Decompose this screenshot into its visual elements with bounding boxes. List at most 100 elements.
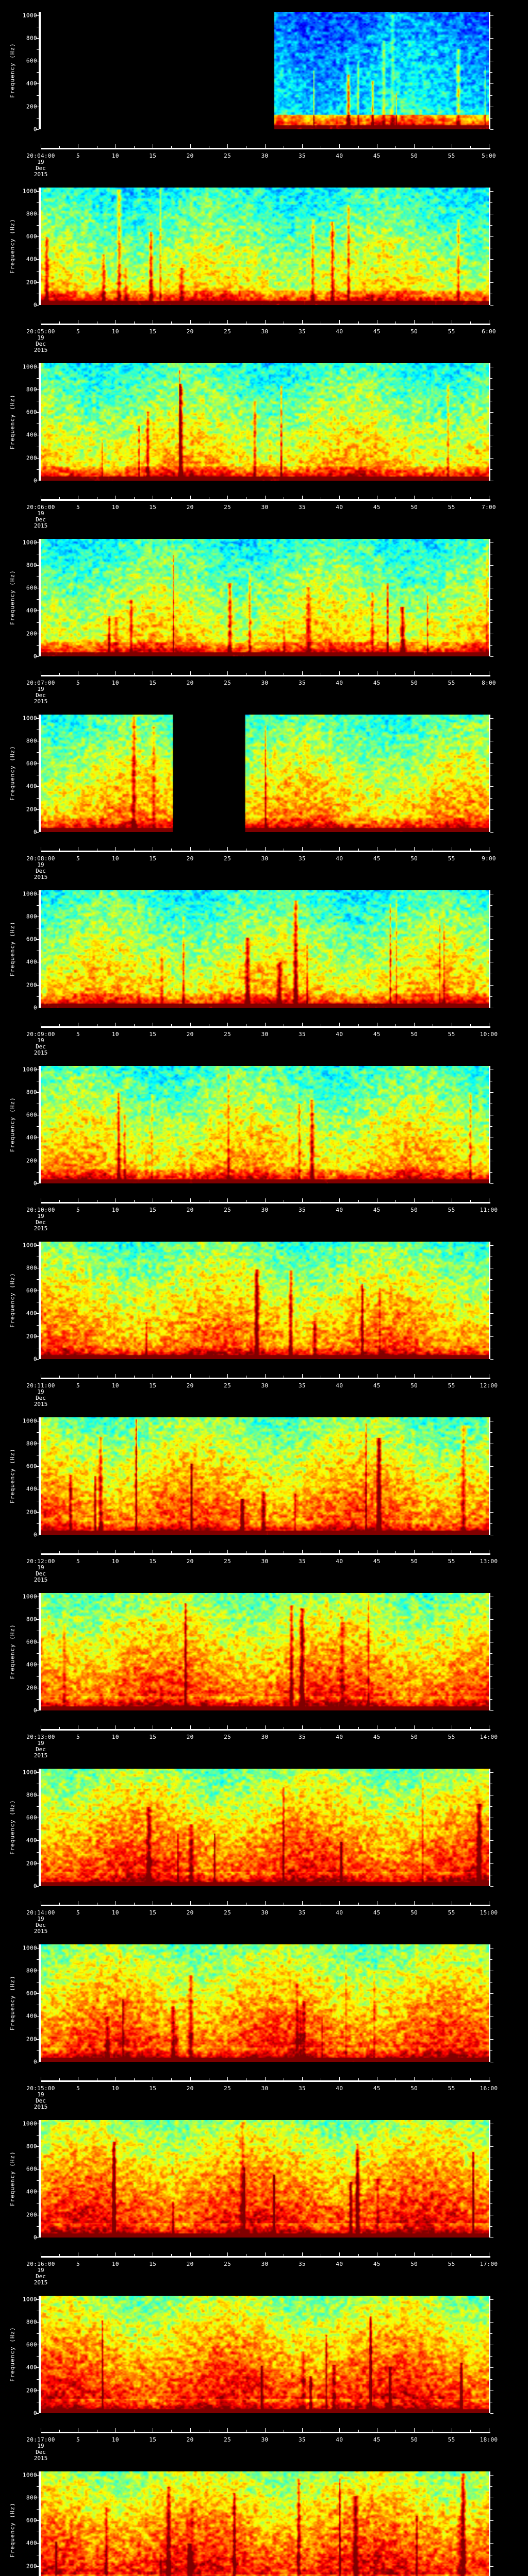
x-axis-tick-label: 40 — [336, 855, 343, 862]
date-label: 19 Dec 2015 — [12, 335, 69, 353]
y-axis-tick — [490, 2566, 493, 2567]
spectrogram-panel: Frequency (Hz)0200400600800100020:17:005… — [0, 2286, 528, 2462]
x-axis-tick — [302, 1725, 303, 1729]
y-axis-minor-tick — [490, 2379, 492, 2380]
y-axis-minor-tick — [490, 2226, 492, 2227]
date-label-line: Dec — [36, 516, 46, 523]
x-axis-start-label: 20:17:00 — [26, 2436, 55, 2443]
x-axis-minor-tick — [134, 1903, 135, 1905]
x-axis-tick — [414, 1374, 415, 1378]
x-axis-minor-tick — [134, 849, 135, 851]
x-axis-tick — [190, 1901, 191, 1905]
x-axis-tick — [190, 2077, 191, 2080]
x-axis-tick-label: 15 — [149, 1382, 157, 1389]
x-axis-minor-tick — [171, 1376, 172, 1378]
x-axis — [41, 1374, 490, 1379]
y-axis-minor-tick — [37, 1523, 39, 1524]
x-axis-tick — [227, 671, 228, 675]
spectrogram-image — [41, 1769, 489, 1886]
x-axis-start-label: 20:16:00 — [26, 2261, 55, 2267]
x-axis-tick — [302, 2077, 303, 2080]
x-axis-minor-tick — [395, 321, 396, 324]
x-axis-tick — [414, 1725, 415, 1729]
y-axis-right — [489, 363, 493, 481]
x-axis-tick-label: 20 — [186, 1031, 194, 1038]
y-axis-minor-tick — [37, 95, 39, 96]
y-axis-minor-tick — [37, 1653, 39, 1654]
y-axis-tick-labels: 0 200 400 600 800 1000 — [0, 1417, 37, 1537]
x-axis-tick-label: 35 — [298, 2085, 306, 2092]
y-axis-tick-labels: 0 200 400 600 800 1000 — [0, 12, 37, 132]
date-label-line: 2015 — [34, 874, 48, 880]
x-axis — [41, 2252, 490, 2258]
spectrogram-plot-area — [41, 2296, 489, 2413]
x-axis-end-label: 7:00 — [482, 504, 496, 511]
x-axis-start-label: 20:06:00 — [26, 504, 55, 511]
y-axis-tick — [490, 15, 493, 16]
x-axis-tick — [339, 671, 340, 675]
x-axis-minor-tick — [395, 2078, 396, 2080]
y-axis-tick-label: 600 — [26, 1990, 37, 1997]
y-axis-minor-tick — [490, 2333, 492, 2334]
y-axis-minor-tick — [37, 1126, 39, 1127]
y-axis-tick-label: 200 — [26, 103, 37, 110]
y-axis-minor-tick — [37, 1149, 39, 1150]
x-axis-tick — [265, 1901, 266, 1905]
y-axis-tick-label: 200 — [26, 2036, 37, 2043]
x-axis-tick — [339, 1725, 340, 1729]
y-axis-tick — [490, 832, 493, 833]
x-axis-tick-label: 20 — [186, 855, 194, 862]
date-label-line: 2015 — [34, 347, 48, 353]
x-axis-tick-label: 25 — [224, 504, 232, 511]
x-axis-tick — [190, 847, 191, 851]
x-axis-tick-label: 5 — [76, 1558, 80, 1565]
x-axis-tick-label: 10 — [111, 1207, 119, 1213]
y-axis-tick — [36, 809, 39, 810]
x-axis-tick — [227, 847, 228, 851]
spectrogram-image — [41, 539, 489, 656]
y-axis-minor-tick — [490, 225, 492, 226]
x-axis-tick-label: 5 — [76, 1382, 80, 1389]
x-axis-tick-label: 55 — [448, 1909, 455, 1916]
y-axis-tick-label: 0 — [34, 2235, 37, 2241]
y-axis-left — [36, 2120, 41, 2238]
x-axis-tick — [190, 1374, 191, 1378]
x-axis-tick-label: 40 — [336, 328, 343, 335]
y-axis-tick-label: 1000 — [22, 890, 37, 897]
x-axis-tick-label: 5 — [76, 1207, 80, 1213]
y-axis-tick — [490, 1840, 493, 1841]
spectrogram-image — [41, 1242, 489, 1359]
x-axis-tick-label: 40 — [336, 2085, 343, 2092]
x-axis-tick-label: 55 — [448, 680, 455, 686]
spectrogram-plot-area — [41, 188, 489, 305]
y-axis-tick-label: 0 — [34, 654, 37, 659]
y-axis-minor-tick — [37, 1325, 39, 1326]
x-axis-tick — [414, 2252, 415, 2256]
x-axis-minor-tick — [134, 146, 135, 148]
x-axis-tick-label: 35 — [298, 1207, 306, 1213]
x-axis-tick-label: 45 — [373, 1382, 381, 1389]
x-axis-minor-tick — [470, 146, 471, 148]
y-axis-tick-label: 200 — [26, 454, 37, 462]
x-axis-tick-label: 25 — [224, 1382, 232, 1389]
y-axis-tick — [490, 1863, 493, 1864]
y-axis-minor-tick — [37, 1172, 39, 1173]
x-axis-minor-tick — [134, 1376, 135, 1378]
x-axis-tick — [227, 1725, 228, 1729]
y-axis-minor-tick — [490, 1806, 492, 1807]
y-axis-tick — [490, 389, 493, 390]
date-label-line: 2015 — [34, 2455, 48, 2462]
spectrogram-plot-area — [41, 12, 489, 129]
y-axis-tick-label: 400 — [26, 2539, 37, 2547]
x-axis-tick — [227, 2252, 228, 2256]
x-axis-tick — [339, 847, 340, 851]
y-axis-tick-label: 600 — [26, 936, 37, 943]
y-axis-minor-tick — [37, 1806, 39, 1807]
y-axis-tick — [490, 129, 493, 130]
x-axis-end-label: 14:00 — [480, 1734, 498, 1740]
y-axis-tick — [36, 1840, 39, 1841]
date-label-line: 19 — [37, 159, 44, 165]
x-axis-tick-label: 50 — [410, 1207, 418, 1213]
y-axis-tick — [490, 2146, 493, 2147]
y-axis-minor-tick — [37, 2379, 39, 2380]
